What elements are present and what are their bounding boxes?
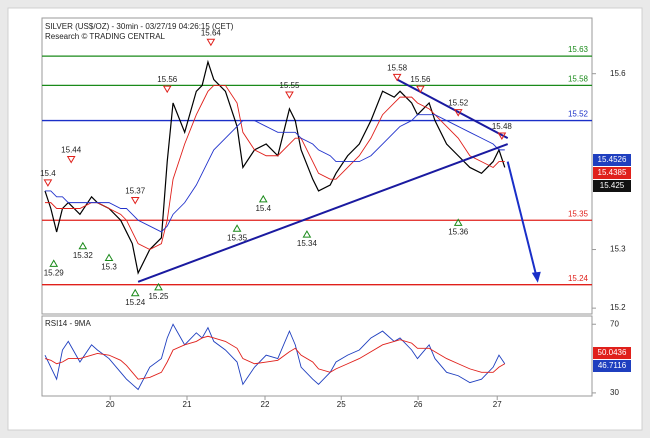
x-tick-label: 21 (183, 400, 192, 409)
high-marker (162, 85, 172, 94)
high-label: 15.58 (387, 64, 408, 73)
price-box-label: 15.4526 (598, 155, 627, 164)
low-marker (232, 224, 242, 232)
series-line (44, 59, 506, 275)
high-label: 15.55 (279, 81, 300, 90)
level-label: 15.52 (568, 110, 589, 119)
series-line (44, 335, 506, 380)
high-marker (206, 38, 216, 47)
high-label: 15.52 (448, 99, 469, 108)
high-marker (130, 196, 140, 205)
price-box-label: 15.4385 (598, 168, 627, 177)
low-marker (302, 230, 312, 238)
low-label: 15.3 (101, 263, 117, 272)
level-label: 15.63 (568, 45, 589, 54)
low-marker (104, 253, 114, 262)
y-tick-label: 15.3 (610, 245, 626, 254)
arrow-head (531, 271, 541, 283)
price-frame (41, 17, 593, 315)
high-label: 15.37 (125, 187, 146, 196)
price-box (593, 360, 631, 372)
trend-line (396, 78, 509, 140)
panel (7, 7, 643, 431)
price-box-label: 15.425 (600, 181, 625, 190)
price-box-label: 50.0436 (598, 348, 627, 357)
low-marker (49, 259, 59, 267)
series-line (44, 323, 506, 391)
high-label: 15.56 (157, 75, 178, 84)
low-label: 15.34 (297, 239, 318, 248)
level-label: 15.24 (568, 274, 589, 283)
low-marker (154, 282, 163, 291)
price-box (593, 154, 631, 166)
low-marker (130, 288, 140, 297)
rsi-title: RSI14 - 9MA (45, 319, 91, 328)
y-tick-label: 15.2 (610, 303, 626, 312)
high-marker (497, 132, 507, 141)
x-tick-label: 20 (106, 400, 115, 409)
high-marker (43, 179, 53, 187)
y-tick-label: 30 (610, 388, 619, 397)
high-marker (416, 85, 425, 94)
price-box (593, 167, 631, 179)
chart-title: SILVER (US$/OZ) - 30min - 03/27/19 04:26… (45, 22, 234, 31)
low-label: 15.24 (125, 298, 146, 307)
low-label: 15.36 (448, 227, 469, 236)
forecast-arrow (506, 161, 538, 279)
high-label: 15.4 (40, 169, 56, 178)
chart-subtitle: Research © TRADING CENTRAL (45, 32, 166, 41)
x-tick-label: 22 (261, 400, 270, 409)
x-tick-label: 26 (414, 400, 423, 409)
high-marker (392, 73, 402, 82)
high-label: 15.64 (201, 28, 222, 37)
level-label: 15.35 (568, 209, 589, 218)
high-marker (285, 91, 294, 99)
high-label: 15.56 (410, 75, 431, 84)
low-label: 15.4 (255, 204, 271, 213)
price-box-label: 46.7116 (598, 361, 627, 370)
trend-line (137, 143, 509, 283)
rsi-frame (41, 315, 593, 397)
low-label: 15.25 (148, 292, 169, 301)
y-tick-label: 70 (610, 319, 619, 328)
series-line (45, 84, 505, 251)
low-marker (453, 218, 463, 226)
level-label: 15.58 (568, 75, 589, 84)
series-line (45, 114, 505, 233)
high-marker (453, 109, 463, 117)
x-tick-label: 25 (337, 400, 346, 409)
low-label: 15.29 (44, 268, 65, 277)
high-label: 15.48 (492, 122, 513, 131)
y-tick-label: 15.6 (610, 69, 626, 78)
high-label: 15.44 (61, 146, 82, 155)
low-label: 15.35 (227, 233, 248, 242)
low-marker (258, 194, 268, 203)
x-tick-label: 27 (493, 400, 502, 409)
price-box (593, 180, 631, 192)
high-marker (66, 155, 76, 164)
low-marker (78, 241, 88, 250)
price-box (593, 347, 631, 359)
low-label: 15.32 (73, 251, 94, 260)
